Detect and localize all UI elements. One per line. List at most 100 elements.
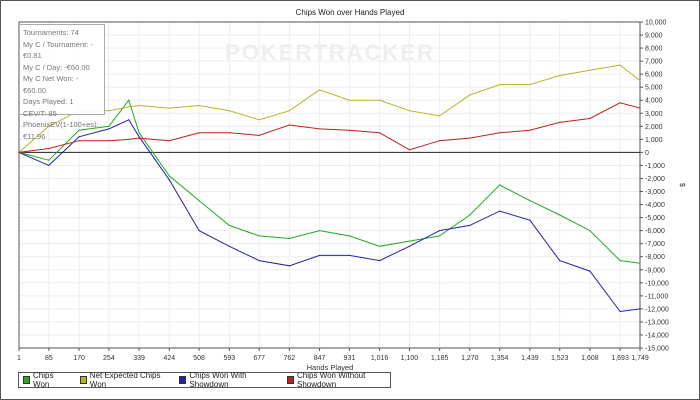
y-tick-label: -4,000 — [645, 202, 665, 209]
legend-item-without-showdown[interactable]: Chips Won Without Showdown — [286, 371, 390, 389]
data-point — [378, 99, 381, 101]
data-point — [439, 230, 441, 232]
data-point — [619, 260, 621, 262]
data-point — [348, 235, 350, 237]
data-point — [288, 237, 290, 240]
data-point — [48, 125, 50, 127]
x-tick-label: 1,523 — [551, 355, 569, 362]
data-point — [469, 137, 471, 139]
data-point — [18, 151, 20, 153]
data-point — [559, 260, 561, 262]
y-tick-label: -15,000 — [645, 346, 669, 353]
y-tick-label: 9,000 — [645, 33, 663, 40]
data-point — [288, 265, 290, 267]
legend-item-net-expected[interactable]: Net Expected Chips Won — [79, 371, 166, 389]
data-point — [258, 134, 260, 137]
legend-label: Chips Won With Showdown — [189, 371, 247, 389]
x-tick-label: 931 — [344, 355, 356, 362]
data-point — [619, 310, 621, 313]
legend-item-chips-won[interactable]: Chips Won — [23, 371, 66, 389]
data-point — [128, 106, 130, 108]
data-point — [408, 110, 411, 112]
stat-days-played: Days Played: 1 — [23, 97, 74, 106]
data-point — [378, 132, 381, 134]
data-point — [639, 107, 641, 109]
data-point — [318, 128, 321, 130]
x-tick-label: 1,608 — [581, 355, 599, 362]
x-tick-label: 1,270 — [461, 355, 479, 362]
data-point — [408, 240, 411, 242]
y-tick-label: 3,000 — [645, 111, 663, 118]
data-point — [589, 117, 591, 120]
stat-cev: CEV/T: 85 — [23, 108, 57, 118]
x-tick-label: 847 — [314, 355, 326, 362]
data-point — [469, 214, 471, 216]
data-point — [128, 138, 130, 140]
y-tick-label: -6,000 — [645, 228, 665, 235]
data-point — [128, 99, 130, 101]
data-point — [78, 129, 80, 131]
data-point — [258, 260, 260, 262]
data-point — [559, 214, 561, 216]
y-tick-label: 4,000 — [645, 98, 663, 105]
x-tick-label: 1,016 — [371, 355, 389, 362]
data-point — [318, 254, 321, 257]
data-point — [639, 262, 641, 264]
data-point — [529, 219, 531, 221]
x-tick-label: 508 — [193, 355, 205, 362]
data-point — [499, 184, 501, 186]
x-tick-label: 254 — [103, 355, 115, 362]
data-point — [559, 121, 561, 124]
data-point — [168, 175, 170, 177]
legend-item-with-showdown[interactable]: Chips Won With Showdown — [179, 371, 273, 389]
plot-area — [18, 21, 641, 349]
legend-label: Chips Won Without Showdown — [297, 371, 366, 389]
data-point — [108, 140, 110, 142]
data-point — [619, 102, 621, 104]
legend-swatch — [23, 376, 31, 384]
y-tick-label: -12,000 — [645, 306, 669, 313]
x-tick-label: 762 — [284, 355, 296, 362]
x-axis-label: Hands Played — [307, 363, 354, 372]
data-point — [78, 140, 80, 142]
legend-label: Chips Won — [33, 371, 54, 389]
x-tick-label: 677 — [253, 355, 265, 362]
data-point — [589, 270, 591, 272]
legend-swatch — [179, 376, 187, 384]
data-point — [198, 132, 200, 134]
data-point — [48, 164, 50, 167]
stat-tournaments: Tournaments: 74 — [23, 28, 79, 37]
series-line-chips-won — [18, 99, 641, 264]
legend-swatch — [79, 376, 87, 384]
data-point — [589, 230, 591, 232]
legend-swatch — [286, 376, 295, 384]
y-tick-label: -1,000 — [645, 163, 665, 170]
x-tick-label: 424 — [163, 355, 175, 362]
x-tick-label: 170 — [73, 355, 85, 362]
data-point — [128, 119, 130, 121]
y-tick-label: 0 — [645, 150, 649, 157]
y-tick-label: -3,000 — [645, 189, 665, 196]
data-point — [168, 107, 170, 109]
data-point — [408, 149, 411, 151]
legend: Chips Won Net Expected Chips Won Chips W… — [18, 371, 391, 389]
data-point — [228, 132, 230, 134]
data-point — [348, 254, 350, 257]
data-point — [348, 129, 350, 131]
data-point — [168, 179, 170, 181]
data-point — [589, 69, 591, 71]
y-tick-label: -10,000 — [645, 280, 669, 287]
x-tick-label: 1,693 — [611, 355, 629, 362]
x-tick-label: 1,354 — [491, 355, 509, 362]
data-point — [529, 200, 531, 202]
data-point — [318, 230, 321, 232]
y-tick-label: 6,000 — [645, 72, 663, 79]
y-tick-label: -11,000 — [645, 293, 668, 300]
legend-label: Net Expected Chips Won — [89, 371, 161, 389]
data-point — [138, 132, 140, 134]
x-tick-label: 1,185 — [431, 355, 449, 362]
x-tick-label: 1,100 — [401, 355, 419, 362]
data-point — [469, 224, 471, 227]
stat-per-day: My C / Day: -€60.00 — [23, 62, 90, 72]
